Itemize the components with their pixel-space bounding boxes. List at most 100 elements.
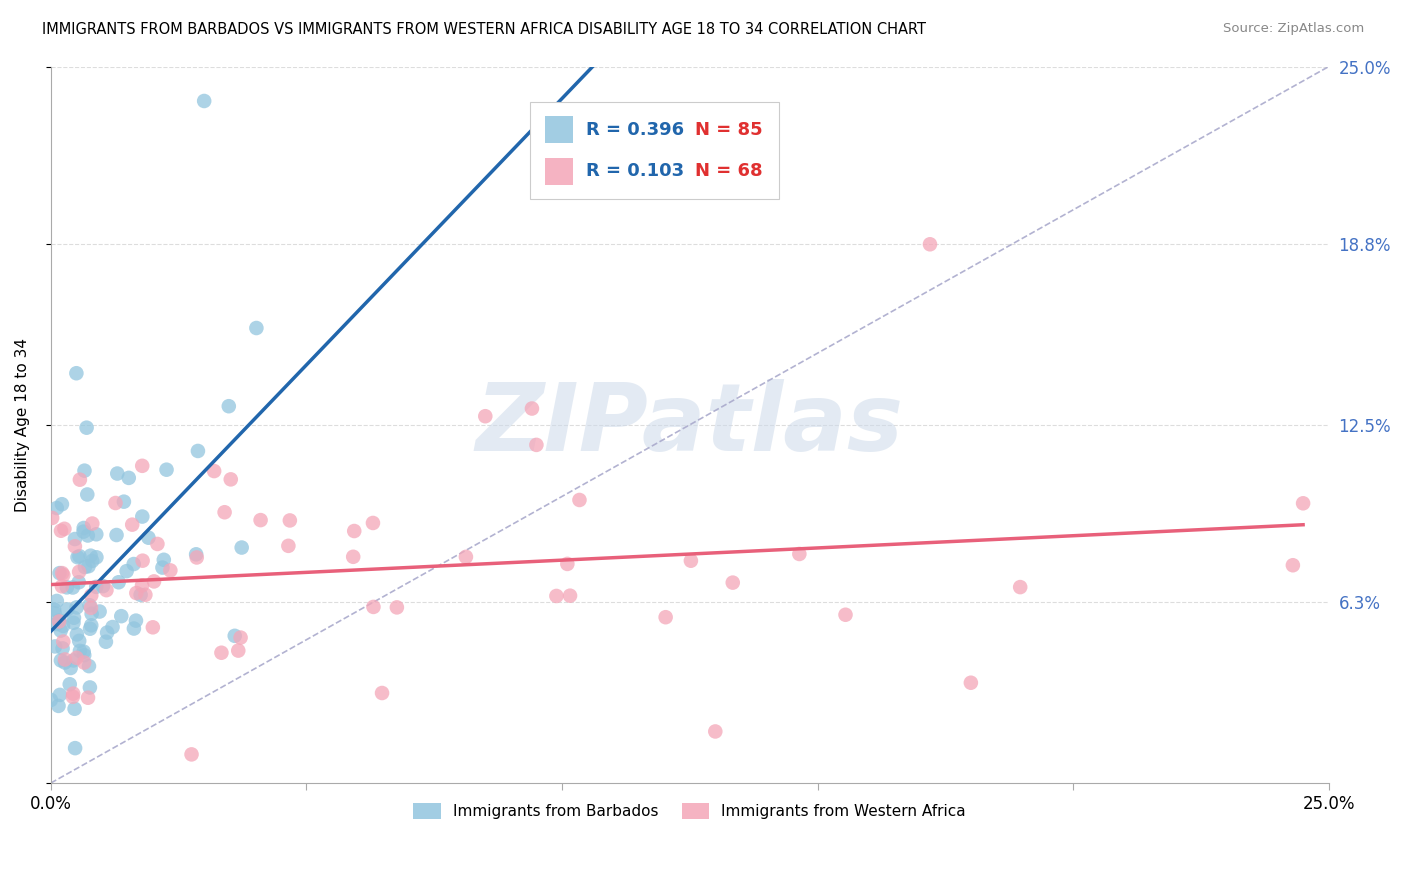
Point bbox=[131, 554, 153, 568]
Point bbox=[214, 505, 236, 519]
Point bbox=[125, 586, 148, 600]
Point bbox=[69, 644, 91, 658]
Point bbox=[363, 599, 385, 614]
Point bbox=[704, 724, 727, 739]
Point bbox=[118, 471, 141, 485]
Point bbox=[52, 619, 75, 633]
Point bbox=[104, 496, 127, 510]
Point bbox=[918, 237, 941, 252]
Point bbox=[546, 589, 568, 603]
Point bbox=[789, 547, 811, 561]
Point bbox=[218, 399, 240, 413]
Point bbox=[79, 549, 101, 563]
Point bbox=[342, 549, 364, 564]
Point bbox=[138, 531, 160, 545]
Point bbox=[82, 516, 104, 531]
Point bbox=[62, 690, 84, 704]
Text: ZIPatlas: ZIPatlas bbox=[475, 379, 904, 471]
Point bbox=[526, 438, 548, 452]
Point bbox=[110, 609, 132, 624]
Point bbox=[49, 653, 72, 667]
Point bbox=[131, 509, 153, 524]
Point bbox=[44, 606, 66, 620]
Point bbox=[67, 565, 90, 579]
Point bbox=[1292, 496, 1315, 510]
Point bbox=[229, 631, 252, 645]
Point bbox=[107, 575, 129, 590]
Point bbox=[209, 646, 232, 660]
Point bbox=[80, 589, 103, 603]
Point bbox=[80, 618, 103, 632]
Point bbox=[520, 401, 543, 416]
Point bbox=[56, 602, 79, 616]
Point bbox=[53, 652, 76, 666]
Point bbox=[62, 653, 84, 667]
Point bbox=[72, 524, 94, 539]
Point bbox=[278, 513, 301, 527]
Point bbox=[77, 659, 100, 673]
Text: Source: ZipAtlas.com: Source: ZipAtlas.com bbox=[1223, 22, 1364, 36]
Text: R = 0.396: R = 0.396 bbox=[586, 120, 685, 138]
Point bbox=[122, 622, 145, 636]
Point bbox=[159, 563, 181, 577]
Point bbox=[63, 532, 86, 546]
Point bbox=[73, 645, 96, 659]
Point bbox=[152, 560, 174, 574]
Point bbox=[63, 702, 86, 716]
Point bbox=[679, 554, 702, 568]
Point bbox=[63, 539, 86, 553]
Point bbox=[63, 611, 86, 625]
Point bbox=[474, 409, 496, 424]
Point bbox=[52, 634, 75, 648]
Point bbox=[51, 497, 73, 511]
Point bbox=[80, 600, 103, 615]
Point bbox=[76, 487, 98, 501]
Point bbox=[62, 687, 84, 701]
Point bbox=[79, 681, 101, 695]
Point bbox=[86, 550, 108, 565]
Point bbox=[1010, 580, 1032, 594]
Point bbox=[77, 559, 100, 574]
Point bbox=[226, 643, 249, 657]
Point bbox=[53, 656, 76, 670]
Text: N = 85: N = 85 bbox=[695, 120, 762, 138]
Point bbox=[960, 675, 983, 690]
Point bbox=[80, 607, 103, 621]
Point bbox=[112, 494, 135, 508]
Point bbox=[82, 554, 104, 568]
Point bbox=[56, 580, 79, 594]
Point bbox=[245, 321, 267, 335]
Point bbox=[76, 420, 98, 434]
Point bbox=[62, 615, 84, 630]
Point bbox=[73, 648, 96, 662]
Point bbox=[142, 620, 165, 634]
Point bbox=[249, 513, 271, 527]
Point bbox=[67, 633, 90, 648]
Point bbox=[49, 624, 72, 638]
Point bbox=[557, 557, 579, 571]
Point bbox=[146, 537, 169, 551]
Point bbox=[180, 747, 202, 762]
Point bbox=[52, 641, 75, 656]
Point bbox=[184, 547, 207, 561]
Point bbox=[1282, 558, 1305, 573]
Y-axis label: Disability Age 18 to 34: Disability Age 18 to 34 bbox=[15, 338, 30, 512]
Point bbox=[49, 688, 72, 702]
Point bbox=[105, 467, 128, 481]
Point bbox=[361, 516, 384, 530]
Point bbox=[65, 366, 87, 380]
Point bbox=[186, 550, 208, 565]
Point bbox=[66, 600, 89, 615]
FancyBboxPatch shape bbox=[530, 103, 779, 199]
Point bbox=[79, 622, 101, 636]
Point bbox=[153, 553, 176, 567]
Point bbox=[187, 444, 209, 458]
Point bbox=[52, 568, 75, 582]
Legend: Immigrants from Barbados, Immigrants from Western Africa: Immigrants from Barbados, Immigrants fro… bbox=[408, 797, 972, 826]
Point bbox=[96, 625, 118, 640]
Bar bbox=[546, 158, 574, 185]
Point bbox=[202, 464, 225, 478]
Point bbox=[51, 579, 73, 593]
Point bbox=[231, 541, 253, 555]
Point bbox=[115, 564, 138, 578]
